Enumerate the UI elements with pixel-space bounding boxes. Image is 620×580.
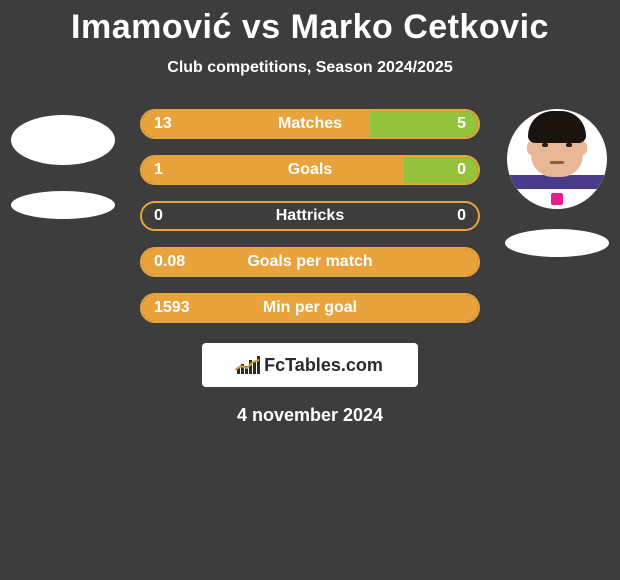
player-left-shadow — [11, 191, 115, 219]
stat-value-right: 5 — [457, 115, 466, 133]
stat-label: Goals per match — [142, 253, 478, 271]
attribution-badge: FcTables.com — [202, 343, 418, 387]
stat-label: Matches — [142, 115, 478, 133]
stat-bars: 13Matches51Goals00Hattricks00.08Goals pe… — [130, 109, 490, 323]
player-right-col — [502, 109, 612, 257]
attribution-text: FcTables.com — [264, 355, 383, 376]
stat-row: 1Goals0 — [140, 155, 480, 185]
player-right-shadow — [505, 229, 609, 257]
stat-value-right: 0 — [457, 161, 466, 179]
stat-label: Hattricks — [142, 207, 478, 225]
subtitle: Club competitions, Season 2024/2025 — [0, 59, 620, 77]
player-right-avatar — [507, 109, 607, 209]
stat-row: 0Hattricks0 — [140, 201, 480, 231]
player-left-avatar — [11, 115, 115, 165]
chart-icon — [237, 356, 260, 374]
stat-row: 1593Min per goal — [140, 293, 480, 323]
comparison-infographic: Imamović vs Marko Cetkovic Club competit… — [0, 0, 620, 426]
stat-label: Goals — [142, 161, 478, 179]
player-left-col — [8, 109, 118, 219]
stat-row: 0.08Goals per match — [140, 247, 480, 277]
date-label: 4 november 2024 — [0, 405, 620, 426]
stat-row: 13Matches5 — [140, 109, 480, 139]
page-title: Imamović vs Marko Cetkovic — [0, 8, 620, 47]
stat-label: Min per goal — [142, 299, 478, 317]
stat-value-right: 0 — [457, 207, 466, 225]
stats-area: 13Matches51Goals00Hattricks00.08Goals pe… — [0, 109, 620, 323]
